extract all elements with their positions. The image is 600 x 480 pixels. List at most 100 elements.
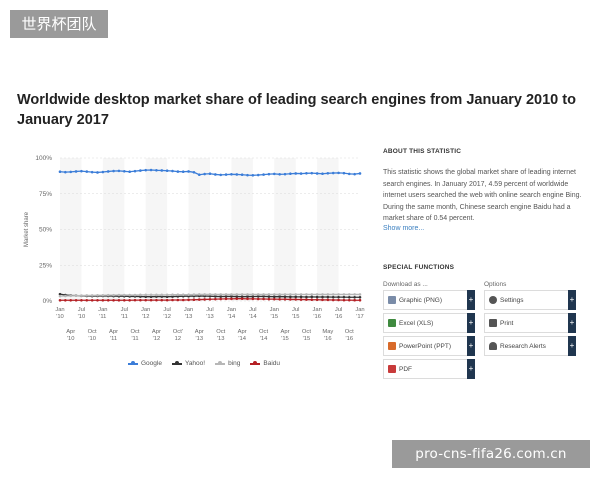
- data-point: [267, 293, 271, 296]
- data-point: [240, 173, 244, 177]
- legend-item[interactable]: Baidu: [250, 360, 280, 367]
- data-point: [214, 293, 217, 296]
- x-tick-label: Jul '14: [249, 307, 257, 320]
- data-point: [331, 295, 335, 299]
- data-point: [165, 298, 169, 302]
- data-point: [353, 295, 356, 299]
- special-functions-heading: SPECIAL FUNCTIONS: [383, 264, 455, 271]
- download-ppt-button[interactable]: PowerPoint (PPT) +: [383, 336, 475, 356]
- data-point: [331, 293, 335, 296]
- download-pdf-button[interactable]: PDF +: [383, 359, 475, 379]
- data-point: [267, 295, 271, 298]
- data-point: [251, 297, 255, 301]
- data-point: [214, 297, 217, 301]
- plus-icon: +: [467, 359, 475, 379]
- data-point: [262, 293, 265, 296]
- x-tick-label: Jan '15: [270, 307, 279, 320]
- data-point: [337, 293, 340, 296]
- data-point: [353, 172, 356, 176]
- data-point: [58, 298, 62, 302]
- data-point: [235, 297, 239, 301]
- data-point: [74, 298, 78, 302]
- legend-item[interactable]: Yahoo!: [171, 360, 205, 367]
- data-point: [299, 293, 303, 296]
- data-point: [347, 295, 351, 299]
- data-point: [101, 293, 105, 297]
- print-button[interactable]: Print +: [484, 313, 576, 333]
- show-more-link[interactable]: Show more...: [383, 224, 425, 232]
- watermark-bottom: pro-cns-fifa26.com.cn: [392, 440, 590, 468]
- download-png-button[interactable]: Graphic (PNG) +: [383, 290, 475, 310]
- data-point: [144, 293, 148, 297]
- y-tick-label: 100%: [35, 155, 52, 162]
- data-point: [176, 170, 180, 173]
- data-point: [144, 298, 148, 302]
- data-point: [321, 293, 324, 296]
- data-point: [74, 294, 78, 298]
- data-point: [90, 170, 94, 174]
- data-point: [256, 173, 260, 177]
- download-xls-button[interactable]: Excel (XLS) +: [383, 313, 475, 333]
- data-point: [240, 293, 244, 296]
- data-point: [230, 295, 233, 298]
- data-point: [122, 298, 126, 302]
- data-point: [353, 293, 356, 296]
- data-point: [149, 293, 153, 297]
- grid-stripe: [60, 158, 82, 301]
- print-label: Print: [500, 319, 514, 327]
- data-point: [283, 293, 287, 296]
- data-point: [155, 168, 158, 172]
- research-alerts-button[interactable]: Research Alerts +: [484, 336, 576, 356]
- data-point: [347, 298, 351, 302]
- data-point: [203, 172, 206, 176]
- x-tick-label: Oct '16: [345, 329, 354, 342]
- data-point: [117, 298, 121, 302]
- data-point: [246, 295, 249, 298]
- settings-button[interactable]: Settings +: [484, 290, 576, 310]
- data-point: [240, 297, 244, 301]
- research-alerts-label: Research Alerts: [500, 342, 546, 350]
- plus-icon: +: [467, 336, 475, 356]
- data-point: [80, 169, 83, 173]
- data-point: [96, 293, 99, 297]
- plus-icon: +: [568, 290, 576, 310]
- data-point: [289, 298, 292, 301]
- x-tick-label: Apr '15: [280, 329, 289, 342]
- x-tick-label: Jul '16: [335, 307, 343, 320]
- data-point: [337, 295, 340, 299]
- x-tick-label: Jan '13: [184, 307, 193, 320]
- data-point: [96, 171, 99, 174]
- options-label: Options: [484, 281, 507, 288]
- data-point: [267, 297, 271, 301]
- gear-icon: [489, 296, 497, 304]
- x-tick-label: Oct '13: [216, 329, 225, 342]
- data-point: [203, 298, 206, 301]
- data-point: [208, 297, 212, 301]
- data-point: [289, 293, 292, 296]
- data-point: [235, 293, 239, 296]
- data-point: [310, 293, 314, 296]
- data-point: [305, 295, 308, 299]
- data-point: [176, 298, 180, 302]
- data-point: [144, 295, 148, 299]
- settings-label: Settings: [500, 296, 524, 304]
- legend-item[interactable]: bing: [215, 360, 240, 367]
- y-tick-label: 75%: [39, 191, 52, 198]
- plus-icon: +: [568, 336, 576, 356]
- data-point: [331, 171, 335, 175]
- data-point: [321, 298, 324, 302]
- data-point: [90, 298, 94, 302]
- about-heading: ABOUT THIS STATISTIC: [383, 148, 462, 155]
- download-xls-label: Excel (XLS): [399, 319, 434, 327]
- data-point: [358, 298, 362, 302]
- data-point: [101, 298, 105, 302]
- data-point: [64, 170, 67, 174]
- x-tick-label: Apr '13: [195, 329, 204, 342]
- legend-swatch: [215, 361, 226, 365]
- data-point: [197, 173, 201, 177]
- data-point: [310, 171, 314, 175]
- legend-label: bing: [228, 360, 241, 367]
- x-tick-label: May '16: [322, 329, 333, 342]
- legend-item[interactable]: Google: [128, 360, 162, 367]
- printer-icon: [489, 319, 497, 327]
